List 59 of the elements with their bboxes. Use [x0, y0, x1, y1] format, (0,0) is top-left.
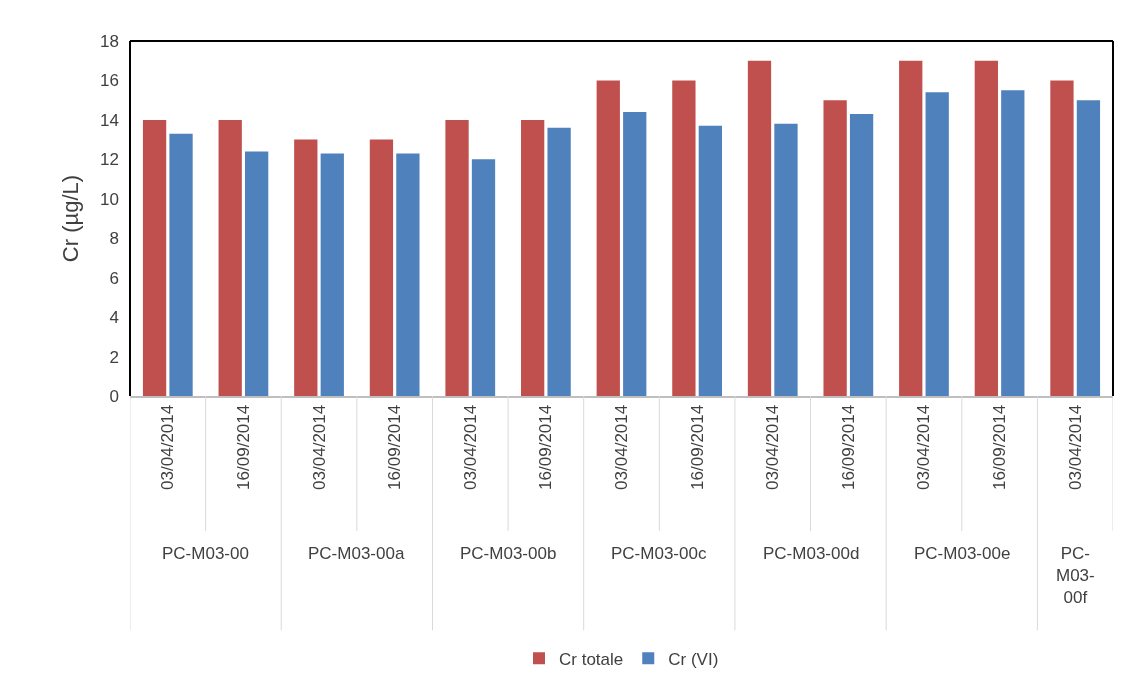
x-tick-label: 03/04/2014 — [158, 404, 178, 490]
x-tick-label: 16/09/2014 — [990, 404, 1010, 490]
y-tick-label: 2 — [109, 347, 119, 367]
bar — [396, 153, 420, 396]
bar — [1050, 80, 1074, 396]
bar — [774, 123, 798, 396]
bar — [1076, 100, 1101, 396]
bar — [596, 80, 620, 396]
x-tick-label: 03/04/2014 — [460, 404, 480, 490]
bar — [747, 60, 772, 396]
bar — [672, 80, 696, 396]
bar — [445, 119, 469, 396]
y-axis-title: Cr (µg/L) — [57, 174, 83, 263]
bar — [899, 60, 923, 396]
y-tick-label: 6 — [109, 268, 119, 288]
legend-label: Cr (VI) — [668, 649, 719, 669]
y-tick-label: 8 — [109, 229, 119, 249]
bar — [974, 60, 998, 396]
bar — [849, 113, 874, 396]
x-tick-label: 16/09/2014 — [233, 404, 253, 490]
y-tick-label: 0 — [109, 386, 119, 406]
text: PC-M03-00f — [1056, 544, 1095, 608]
bar — [142, 119, 167, 396]
bar — [698, 125, 722, 396]
text: PC-M03-00c — [611, 544, 707, 563]
x-tick-label: 16/09/2014 — [687, 404, 707, 490]
x-tick-label: 03/04/2014 — [309, 404, 329, 490]
bar — [471, 159, 496, 396]
y-tick-label: 4 — [109, 308, 119, 328]
x-tick-label: 03/04/2014 — [612, 404, 632, 490]
bar — [547, 127, 571, 396]
x-tick-label: 16/09/2014 — [385, 404, 405, 490]
bar — [245, 151, 269, 396]
x-tick-label: 03/04/2014 — [1065, 404, 1085, 490]
x-tick-label: 03/04/2014 — [914, 404, 934, 490]
y-tick-label: 14 — [100, 110, 119, 130]
x-tick-label: 03/04/2014 — [763, 404, 783, 490]
x-tick-label: 16/09/2014 — [536, 404, 556, 490]
bar — [320, 153, 344, 396]
bar — [1001, 90, 1025, 396]
bar — [521, 119, 545, 396]
x-tick-label: 16/09/2014 — [838, 404, 858, 490]
bar — [823, 100, 847, 396]
bar — [218, 119, 242, 396]
bar — [294, 139, 318, 396]
bar — [169, 133, 193, 396]
bar — [623, 112, 647, 396]
text: PC-M03-00e — [914, 544, 1011, 563]
legend-label: Cr totale — [559, 649, 624, 669]
y-tick-label: 18 — [100, 31, 119, 51]
text: PC-M03-00d — [763, 544, 860, 563]
text: PC-M03-00a — [308, 544, 405, 563]
y-tick-label: 10 — [100, 189, 119, 209]
bar — [369, 139, 394, 396]
y-tick-label: 16 — [100, 71, 119, 91]
text: PC-M03-00b — [460, 544, 557, 563]
bar — [925, 92, 949, 396]
y-tick-label: 12 — [100, 150, 119, 170]
text: PC-M03-00 — [162, 544, 249, 563]
